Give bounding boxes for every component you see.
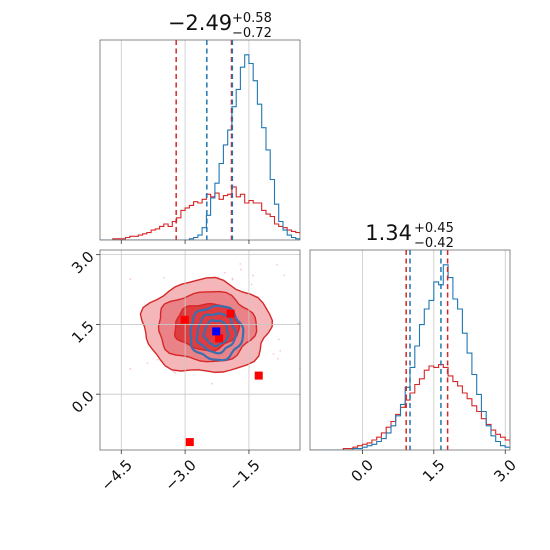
red-marker <box>180 315 189 324</box>
sample-point <box>297 322 300 325</box>
bottom-right-title-minus: −0.42 <box>414 236 454 251</box>
bottom-left-markers <box>180 309 263 447</box>
x-tick-label: −1.5 <box>225 456 263 494</box>
blue-contour-level <box>202 319 230 348</box>
sample-point <box>363 315 365 317</box>
sample-point <box>217 275 219 278</box>
sample-point <box>250 283 253 286</box>
top-left-title-value: −2.49 <box>168 11 232 35</box>
top-left-histograms <box>100 54 300 240</box>
y-tick-label: 3.0 <box>68 248 98 278</box>
sample-point <box>279 350 282 352</box>
bottom-left-frame <box>99 249 301 451</box>
bottom-right-quantile-lines <box>405 250 449 450</box>
bottom-left-grid <box>100 250 300 450</box>
sample-point <box>122 245 124 247</box>
red-marker <box>254 371 263 380</box>
sample-point <box>156 358 159 361</box>
bottom-left-contours <box>139 276 274 374</box>
sample-point <box>239 263 242 265</box>
bottom-right-title-value: 1.34 <box>365 221 412 245</box>
sample-point <box>146 362 149 364</box>
bottom-right-histograms <box>310 264 510 450</box>
histogram-series-red <box>100 186 300 240</box>
top-left-ticks <box>120 240 250 244</box>
bottom-right-frame <box>309 249 511 451</box>
blue-contour-level <box>189 304 245 362</box>
bottom-right-grid <box>361 250 506 450</box>
bottom-left-contour-panel: −4.5 −3.0 −1.5 0.0 1.5 3.0 <box>68 245 365 495</box>
top-left-frame <box>99 39 301 241</box>
blue-contour-level <box>195 312 238 355</box>
sample-point <box>129 278 132 280</box>
sample-point <box>272 353 275 355</box>
sample-point <box>172 371 175 373</box>
histogram-series-blue <box>310 264 510 450</box>
top-left-histogram-panel <box>99 39 301 244</box>
sample-point <box>277 338 280 341</box>
sample-point <box>283 274 286 277</box>
x-tick-label: 0.0 <box>348 456 378 486</box>
y-tick-label: 1.5 <box>68 317 98 347</box>
red-marker <box>215 334 224 343</box>
histogram-series-blue <box>100 54 300 240</box>
top-left-title-plus: +0.58 <box>232 11 272 26</box>
bottom-right-title-plus: +0.45 <box>414 221 454 236</box>
x-tick-label: −3.0 <box>161 456 199 494</box>
sample-point <box>231 277 234 280</box>
sample-point <box>223 271 226 274</box>
blue-marker <box>212 327 221 336</box>
sample-point <box>174 371 177 374</box>
bottom-right-ticks: 0.0 1.5 3.0 <box>348 450 520 486</box>
top-left-grid <box>120 40 250 240</box>
sample-point <box>305 288 307 290</box>
x-tick-label: 3.0 <box>490 456 520 486</box>
red-marker <box>185 438 194 447</box>
y-tick-label: 0.0 <box>68 387 98 417</box>
sample-point <box>240 268 242 271</box>
sample-point <box>129 367 132 370</box>
bottom-right-histogram-panel: 0.0 1.5 3.0 <box>309 249 520 486</box>
sample-point <box>252 274 254 277</box>
sample-point <box>163 276 166 279</box>
bottom-left-ticks: −4.5 −3.0 −1.5 0.0 1.5 3.0 <box>68 248 264 495</box>
red-marker <box>226 309 235 318</box>
sample-point <box>276 357 279 360</box>
top-left-title-minus: −0.72 <box>232 26 272 41</box>
x-tick-label: 1.5 <box>419 456 449 486</box>
top-left-title: −2.49 <box>168 11 232 35</box>
sample-point <box>231 278 234 281</box>
sample-point <box>211 382 214 385</box>
sample-point <box>276 263 278 266</box>
histogram-series-red <box>310 363 510 450</box>
x-tick-label: −4.5 <box>98 456 136 494</box>
